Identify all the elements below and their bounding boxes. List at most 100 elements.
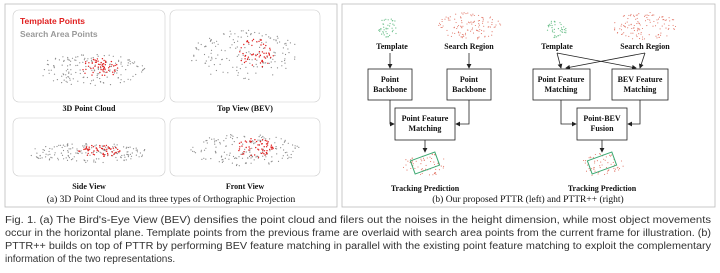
point xyxy=(258,52,260,54)
point xyxy=(90,57,92,59)
point xyxy=(62,149,65,152)
point xyxy=(269,138,271,140)
point xyxy=(259,62,262,64)
bounding-box xyxy=(409,151,441,175)
point xyxy=(213,138,215,140)
point xyxy=(42,149,44,151)
point xyxy=(583,159,585,162)
point xyxy=(78,150,81,152)
point xyxy=(91,62,93,64)
point xyxy=(276,148,278,150)
point xyxy=(91,147,93,149)
point xyxy=(103,59,105,62)
point xyxy=(276,153,278,155)
point xyxy=(143,68,145,70)
point xyxy=(86,60,88,62)
point xyxy=(438,22,441,24)
point xyxy=(106,71,108,73)
point xyxy=(88,62,90,64)
point xyxy=(250,157,252,159)
point xyxy=(99,66,102,68)
point xyxy=(244,58,246,60)
point xyxy=(192,146,194,148)
point xyxy=(197,42,199,44)
point xyxy=(638,13,640,15)
point xyxy=(237,36,239,38)
point xyxy=(45,156,47,158)
point xyxy=(594,170,596,172)
point xyxy=(460,25,462,27)
point xyxy=(251,40,254,42)
point xyxy=(262,135,264,138)
point xyxy=(658,16,661,18)
point xyxy=(294,58,296,60)
point xyxy=(456,27,458,30)
point xyxy=(292,150,294,152)
point xyxy=(127,78,129,80)
point xyxy=(457,26,459,28)
point xyxy=(435,168,437,170)
point xyxy=(604,173,606,175)
point xyxy=(622,165,624,167)
point xyxy=(272,147,274,150)
point xyxy=(262,43,265,45)
point xyxy=(633,24,635,27)
point xyxy=(249,140,251,142)
point xyxy=(34,148,36,150)
point xyxy=(618,169,620,171)
point xyxy=(296,145,298,147)
point xyxy=(230,33,232,35)
point xyxy=(405,164,407,166)
point xyxy=(118,152,120,154)
point xyxy=(455,13,457,15)
point xyxy=(93,154,96,156)
point xyxy=(564,29,566,31)
point xyxy=(215,45,217,47)
point xyxy=(240,47,242,49)
point xyxy=(86,148,89,150)
point xyxy=(57,157,59,159)
point xyxy=(244,54,247,57)
point xyxy=(630,32,632,34)
point xyxy=(597,173,599,175)
point xyxy=(636,14,638,16)
point xyxy=(87,152,89,155)
point xyxy=(263,153,265,155)
point xyxy=(100,152,102,154)
point xyxy=(387,19,389,21)
point xyxy=(82,76,84,79)
point xyxy=(478,14,480,16)
point xyxy=(239,146,241,148)
point xyxy=(238,142,241,144)
point xyxy=(559,22,561,24)
point xyxy=(104,154,106,156)
point xyxy=(214,143,216,145)
point xyxy=(93,69,95,71)
point xyxy=(546,29,549,31)
point xyxy=(110,148,112,150)
view-label: Side View xyxy=(72,182,106,191)
point xyxy=(672,24,674,26)
point xyxy=(277,37,279,39)
point xyxy=(665,19,667,21)
point xyxy=(111,63,113,66)
point xyxy=(434,172,436,174)
point xyxy=(243,151,245,153)
point xyxy=(91,152,93,154)
point xyxy=(56,79,59,81)
point xyxy=(262,149,264,151)
point xyxy=(590,157,592,159)
point xyxy=(76,152,78,154)
point xyxy=(76,160,78,162)
point xyxy=(106,150,108,152)
point xyxy=(104,148,106,151)
point xyxy=(286,151,288,153)
point xyxy=(281,65,283,67)
point xyxy=(93,161,95,163)
point xyxy=(474,24,476,27)
point xyxy=(75,56,77,58)
point xyxy=(449,19,451,21)
point xyxy=(91,74,93,76)
point xyxy=(110,60,113,63)
point xyxy=(239,49,241,51)
